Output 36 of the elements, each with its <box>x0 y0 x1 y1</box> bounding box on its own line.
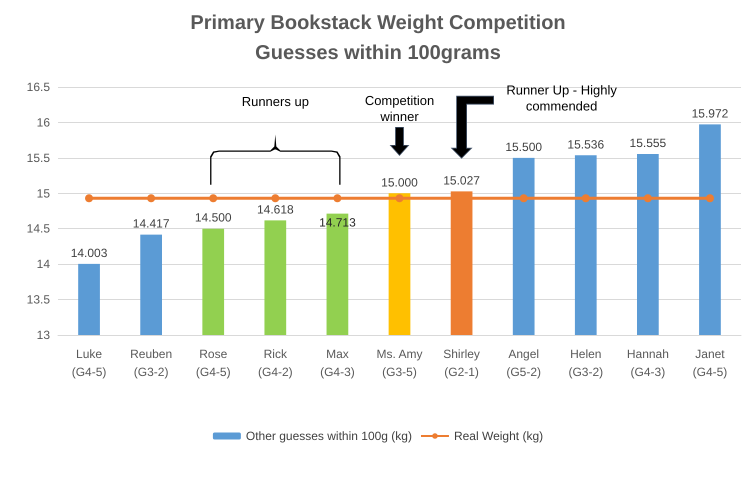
x-tick-label: Shirley (G2-1) <box>443 347 480 379</box>
y-tick-label: 14 <box>36 257 50 272</box>
data-label: 14.618 <box>256 202 294 216</box>
y-tick-label: 14.5 <box>26 222 50 236</box>
legend-label: Real Weight (kg) <box>454 429 544 443</box>
x-tick-label: Luke (G4-5) <box>72 347 106 379</box>
x-tick-label: Helen (G3-2) <box>568 347 604 379</box>
data-label: 15.536 <box>567 137 604 152</box>
x-tick-label: Ms. Amy (G3-5) <box>376 347 423 379</box>
y-tick-label: 15 <box>36 186 50 200</box>
x-tick-label: Janet (G4-5) <box>692 347 728 379</box>
chart-subtitle: Guesses within 100grams <box>255 42 501 64</box>
data-label: 15.000 <box>381 175 418 190</box>
y-tick-label: 15.5 <box>26 150 50 165</box>
y-tick-label: 13 <box>36 328 50 342</box>
data-label: 15.500 <box>505 140 542 154</box>
x-tick-label: Max (G4-3) <box>320 347 355 379</box>
x-tick-label: Hannah (G4-3) <box>626 347 669 379</box>
y-tick-label: 13.5 <box>26 292 50 307</box>
x-tick-label: Rose (G4-5) <box>196 347 231 379</box>
annotation: Competition winner <box>364 93 434 124</box>
y-tick-label: 16 <box>36 115 50 130</box>
x-tick-label: Reuben (G3-2) <box>130 347 172 379</box>
data-label: 14.417 <box>132 216 170 231</box>
annotation: Runner Up - Highly commended <box>506 82 618 114</box>
data-label: 14.500 <box>194 210 232 225</box>
x-tick-label: Angel (G5-2) <box>506 347 542 379</box>
data-label: 15.555 <box>630 136 667 150</box>
data-label: 14.003 <box>70 246 108 260</box>
annotation: Runners up <box>242 94 309 110</box>
data-label: 15.027 <box>443 173 480 188</box>
legend-label: Other guesses within 100g (kg) <box>246 429 412 443</box>
y-tick-label: 16.5 <box>26 80 50 94</box>
data-label: 15.972 <box>692 106 729 120</box>
x-tick-label: Rick (G4-2) <box>258 347 293 379</box>
chart-title: Primary Bookstack Weight Competition <box>190 12 566 34</box>
